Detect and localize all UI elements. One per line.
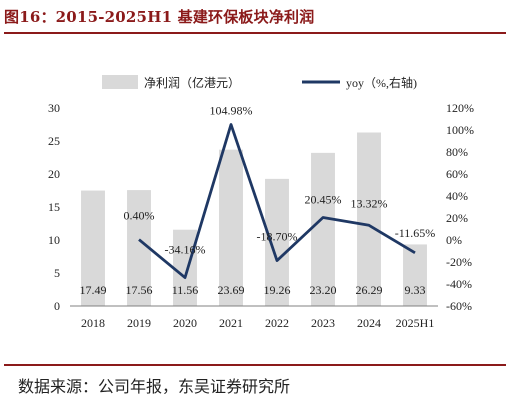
- yoy-label-2019: 0.40%: [124, 209, 155, 223]
- legend-bar-label: 净利润（亿港元）: [144, 75, 240, 90]
- y-right-tick-40%: 40%: [446, 189, 468, 203]
- figure-title: 图16：2015-2025H1 基建环保板块净利润: [4, 8, 315, 26]
- source-divider: [4, 364, 506, 366]
- y-right-tick-20%: 20%: [446, 211, 468, 225]
- x-tick-2018: 2018: [81, 316, 105, 330]
- y-left-tick-0: 0: [54, 299, 60, 313]
- chart: 净利润（亿港元） yoy（%,右轴) 0 5 10 15 20 25 30 -60% -40% -20…: [48, 75, 474, 330]
- y-left-tick-20: 20: [48, 167, 60, 181]
- bar-label-2020: 11.56: [172, 283, 199, 297]
- x-tick-2023: 2023: [311, 316, 335, 330]
- source-note: 数据来源：公司年报，东吴证券研究所: [18, 377, 291, 396]
- x-tick-2025H1: 2025H1: [396, 316, 435, 330]
- bar-2025H1: [403, 244, 427, 306]
- x-tick-2020: 2020: [173, 316, 197, 330]
- y-right-tick-0%: 0%: [446, 233, 462, 247]
- x-tick-2021: 2021: [219, 316, 243, 330]
- y-right-tick--60%: -60%: [446, 299, 472, 313]
- bar-2019: [127, 190, 151, 306]
- yoy-label-2022: -18.70%: [257, 230, 298, 244]
- bar-label-2022: 19.26: [264, 283, 291, 297]
- bar-2023: [311, 152, 335, 306]
- y-left-tick-10: 10: [48, 233, 60, 247]
- y-right-tick-60%: 60%: [446, 167, 468, 181]
- y-right-tick-80%: 80%: [446, 145, 468, 159]
- x-tick-2019: 2019: [127, 316, 151, 330]
- legend-bar-swatch: [102, 75, 138, 89]
- yoy-label-2024: 13.32%: [351, 196, 388, 210]
- bar-label-2023: 23.20: [310, 283, 337, 297]
- y-left-tick-15: 15: [48, 200, 60, 214]
- y-right-tick--20%: -20%: [446, 255, 472, 269]
- x-tick-2024: 2024: [357, 316, 381, 330]
- bar-label-2025H1: 9.33: [405, 283, 426, 297]
- y-right-tick-100%: 100%: [446, 123, 474, 137]
- bar-label-2018: 17.49: [80, 283, 107, 297]
- yoy-label-2023: 20.45%: [305, 193, 342, 207]
- bar-label-2019: 17.56: [126, 283, 153, 297]
- bar-label-2021: 23.69: [218, 283, 245, 297]
- yoy-label-2020: -34.16%: [165, 243, 206, 257]
- bar-label-2024: 26.29: [356, 283, 383, 297]
- bar-2020: [173, 229, 197, 306]
- bar-2018: [81, 190, 105, 306]
- title-divider: [4, 32, 506, 34]
- yoy-label-2021: 104.98%: [210, 104, 253, 118]
- bar-2021: [219, 149, 243, 306]
- y-right-tick--40%: -40%: [446, 277, 472, 291]
- yoy-line: [138, 123, 416, 280]
- yoy-label-2025H1: -11.65%: [395, 226, 436, 240]
- bar-2024: [357, 132, 381, 306]
- bar-2022: [265, 178, 289, 306]
- y-right-tick-120%: 120%: [446, 101, 474, 115]
- y-left-tick-30: 30: [48, 101, 60, 115]
- x-tick-2022: 2022: [265, 316, 289, 330]
- y-left-tick-5: 5: [54, 266, 60, 280]
- legend-line-label: yoy（%,右轴): [346, 75, 417, 90]
- y-left-tick-25: 25: [48, 134, 60, 148]
